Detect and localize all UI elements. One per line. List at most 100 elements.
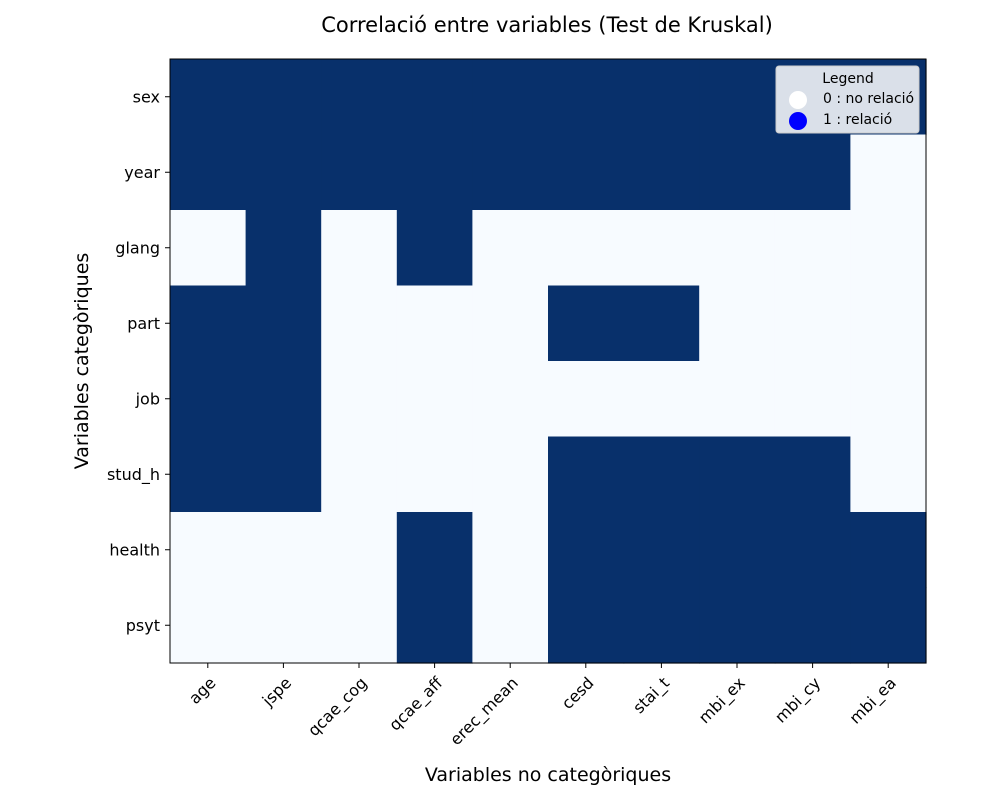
- heatmap-cell: [699, 512, 776, 589]
- legend-title: Legend: [822, 71, 873, 87]
- heatmap-cell: [321, 285, 398, 362]
- heatmap-cell: [170, 361, 247, 438]
- heatmap-cell: [245, 587, 322, 664]
- heatmap-cells: [170, 59, 927, 664]
- heatmap-cell: [699, 436, 776, 513]
- heatmap-cell: [245, 361, 322, 438]
- legend-entry-label: 1 : relació: [823, 112, 892, 128]
- heatmap-cell: [548, 285, 625, 362]
- heatmap-cell: [699, 587, 776, 664]
- heatmap-cell: [245, 210, 322, 287]
- chart-title: Correlació entre variables (Test de Krus…: [321, 13, 773, 37]
- heatmap-cell: [170, 59, 247, 136]
- x-tick-label: erec_mean: [446, 673, 522, 749]
- legend: Legend 0 : no relació 1 : relació: [775, 65, 920, 134]
- heatmap-cell: [396, 436, 473, 513]
- heatmap-cell: [548, 512, 625, 589]
- heatmap-cell: [699, 59, 776, 136]
- heatmap-cell: [548, 361, 625, 438]
- heatmap-cell: [472, 512, 549, 589]
- heatmap-cell: [245, 59, 322, 136]
- heatmap-cell: [699, 134, 776, 211]
- x-axis-ticks: age jspe qcae_cog qcae_aff erec_mean cesd stai…: [185, 663, 901, 750]
- heatmap-cell: [623, 512, 700, 589]
- heatmap-cell: [245, 512, 322, 589]
- legend-marker: [789, 112, 807, 130]
- heatmap-cell: [472, 436, 549, 513]
- y-tick-label: job: [135, 389, 160, 408]
- y-tick-label: sex: [133, 87, 160, 106]
- heatmap-cell: [472, 59, 549, 136]
- legend-marker: [789, 91, 807, 109]
- y-tick-label: glang: [115, 238, 160, 257]
- heatmap-cell: [321, 59, 398, 136]
- heatmap-cell: [321, 512, 398, 589]
- heatmap-cell: [774, 361, 851, 438]
- heatmap-cell: [472, 587, 549, 664]
- heatmap-cell: [774, 436, 851, 513]
- heatmap-cell: [623, 436, 700, 513]
- x-tick-label: mbi_ex: [695, 673, 750, 728]
- heatmap-cell: [396, 587, 473, 664]
- heatmap-cell: [548, 59, 625, 136]
- heatmap-cell: [396, 210, 473, 287]
- heatmap-cell: [396, 512, 473, 589]
- heatmap-cell: [623, 285, 700, 362]
- plot-frame: [169, 58, 927, 664]
- heatmap-cell: [321, 436, 398, 513]
- heatmap-cell: [548, 210, 625, 287]
- x-tick-label: mbi_cy: [771, 673, 825, 727]
- heatmap-cell: [774, 134, 851, 211]
- heatmap-cell: [623, 587, 700, 664]
- heatmap-cell: [396, 134, 473, 211]
- heatmap-cell: [472, 361, 549, 438]
- heatmap-cell: [623, 361, 700, 438]
- heatmap-cell: [472, 210, 549, 287]
- y-tick-label: year: [124, 163, 160, 182]
- heatmap-cell: [623, 210, 700, 287]
- heatmap-cell: [170, 587, 247, 664]
- heatmap-cell: [774, 210, 851, 287]
- x-tick-label: cesd: [558, 673, 598, 713]
- heatmap-cell: [321, 134, 398, 211]
- heatmap-cell: [774, 285, 851, 362]
- heatmap-cell: [396, 285, 473, 362]
- heatmap-cell: [774, 512, 851, 589]
- x-tick-label: jspe: [258, 673, 295, 710]
- heatmap-cell: [548, 587, 625, 664]
- x-tick-label: stai_t: [629, 673, 674, 718]
- heatmap-cell: [245, 134, 322, 211]
- y-tick-label: part: [127, 314, 160, 333]
- heatmap-cell: [850, 210, 927, 287]
- heatmap-cell: [548, 436, 625, 513]
- heatmap-cell: [170, 285, 247, 362]
- heatmap-cell: [396, 361, 473, 438]
- heatmap-cell: [170, 210, 247, 287]
- x-tick-label: mbi_ea: [846, 673, 901, 728]
- heatmap-cell: [850, 285, 927, 362]
- y-tick-label: stud_h: [107, 465, 160, 485]
- heatmap-cell: [321, 587, 398, 664]
- heatmap-cell: [699, 285, 776, 362]
- y-tick-label: health: [109, 540, 160, 559]
- heatmap-cell: [850, 512, 927, 589]
- heatmap-cell: [850, 436, 927, 513]
- heatmap-cell: [548, 134, 625, 211]
- heatmap-cell: [850, 361, 927, 438]
- heatmap-cell: [623, 134, 700, 211]
- x-tick-label: age: [185, 673, 220, 708]
- x-axis-label: Variables no categòriques: [425, 764, 671, 786]
- y-tick-label: psyt: [126, 616, 160, 635]
- heatmap-cell: [396, 59, 473, 136]
- legend-box: [775, 65, 920, 134]
- heatmap-cell: [245, 436, 322, 513]
- x-tick-label: qcae_aff: [385, 673, 448, 736]
- heatmap-cell: [850, 587, 927, 664]
- heatmap-cell: [170, 134, 247, 211]
- x-tick-label: qcae_cog: [304, 673, 371, 740]
- heatmap-cell: [472, 134, 549, 211]
- heatmap-cell: [245, 285, 322, 362]
- y-axis-label: Variables categòriques: [71, 253, 93, 470]
